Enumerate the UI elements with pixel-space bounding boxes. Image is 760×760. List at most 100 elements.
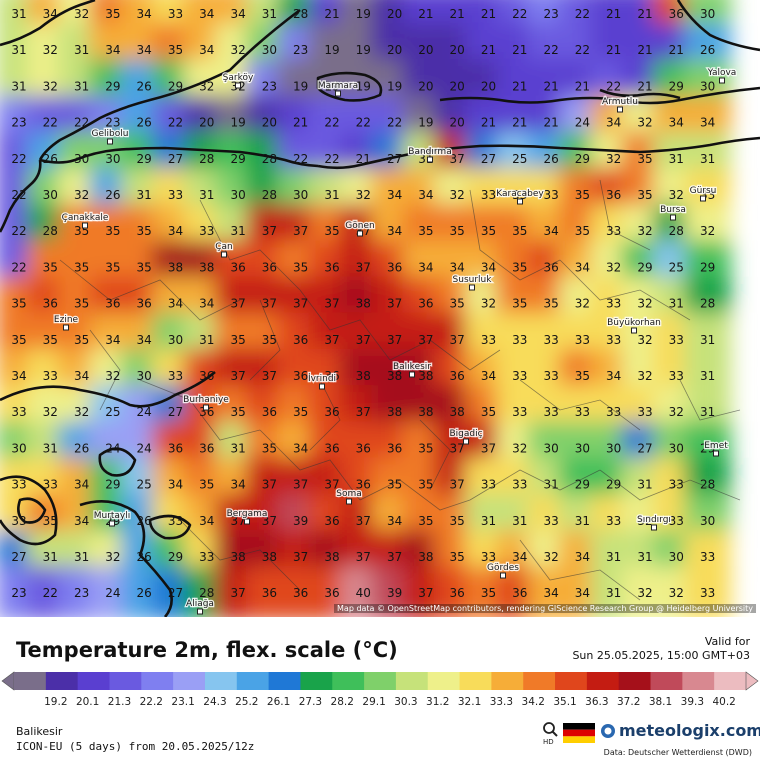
grid-value: 35 — [481, 405, 496, 419]
city-marker — [203, 404, 209, 411]
grid-value: 30 — [543, 441, 558, 455]
grid-value: 37 — [262, 369, 277, 383]
city-label: Bandırma — [408, 147, 451, 157]
grid-value: 21 — [543, 116, 558, 130]
grid-value: 32 — [199, 79, 214, 93]
grid-value: 35 — [262, 441, 277, 455]
grid-value: 28 — [669, 224, 684, 238]
grid-value: 33 — [11, 405, 26, 419]
grid-value: 37 — [387, 297, 402, 311]
grid-value: 21 — [481, 43, 496, 57]
grid-value: 31 — [700, 152, 715, 166]
grid-value: 36 — [324, 369, 339, 383]
grid-value: 33 — [168, 514, 183, 528]
grid-value: 35 — [512, 297, 527, 311]
grid-value: 21 — [637, 43, 652, 57]
grid-value: 33 — [669, 478, 684, 492]
scale-segments — [14, 672, 747, 690]
grid-value: 35 — [418, 514, 433, 528]
grid-value: 34 — [387, 514, 402, 528]
city-label: Çan — [215, 242, 233, 252]
grid-value: 37 — [262, 297, 277, 311]
grid-value: 29 — [575, 152, 590, 166]
city-label: Gönen — [345, 221, 374, 231]
grid-value: 36 — [262, 260, 277, 274]
grid-value: 19 — [324, 43, 339, 57]
grid-value: 37 — [262, 478, 277, 492]
scale-left-arrow — [1, 671, 15, 691]
grid-value: 37 — [450, 441, 465, 455]
grid-value: 34 — [575, 550, 590, 564]
grid-value: 32 — [637, 514, 652, 528]
grid-value: 20 — [199, 116, 214, 130]
grid-value: 32 — [669, 188, 684, 202]
hd-magnifier-icon[interactable]: HD — [541, 721, 559, 745]
grid-value: 33 — [168, 188, 183, 202]
grid-value: 28 — [199, 152, 214, 166]
grid-value: 22 — [43, 116, 58, 130]
scale-segment — [682, 672, 715, 690]
temperature-grid-labels: 31 34 32 35 34 33 34 34 31 28 21 19 20 21 21 21 22 23 22 21… — [11, 7, 715, 600]
grid-value: 19 — [387, 79, 402, 93]
grid-value: 20 — [262, 116, 277, 130]
grid-value: 21 — [637, 7, 652, 21]
grid-value: 21 — [356, 152, 371, 166]
grid-value: 22 — [575, 7, 590, 21]
grid-value: 32 — [637, 369, 652, 383]
grid-value: 32 — [105, 369, 120, 383]
grid-value: 21 — [512, 43, 527, 57]
city-label: Sındırgı — [637, 515, 671, 525]
grid-value: 30 — [11, 441, 26, 455]
grid-value: 31 — [11, 79, 26, 93]
grid-value: 33 — [481, 550, 496, 564]
grid-value: 36 — [137, 297, 152, 311]
city-label: Gelibolu — [92, 129, 129, 139]
grid-value: 35 — [481, 586, 496, 600]
grid-value: 31 — [700, 405, 715, 419]
grid-value: 38 — [230, 550, 245, 564]
scale-segment — [14, 672, 47, 690]
grid-value: 35 — [512, 260, 527, 274]
grid-value: 35 — [74, 297, 89, 311]
grid-value: 32 — [637, 116, 652, 130]
grid-value: 32 — [637, 586, 652, 600]
temperature-map[interactable]: 31 34 32 35 34 33 34 34 31 28 21 19 20 21 21 21 22 23 22 21… — [0, 0, 760, 617]
brand-name: meteologix.com — [619, 721, 760, 740]
grid-value: 33 — [481, 188, 496, 202]
grid-value: 35 — [481, 224, 496, 238]
grid-value: 26 — [137, 586, 152, 600]
grid-value: 36 — [324, 441, 339, 455]
grid-value: 37 — [230, 369, 245, 383]
valid-time: Sun 25.05.2025, 15:00 GMT+03 — [572, 649, 750, 662]
grid-value: 29 — [700, 260, 715, 274]
grid-value: 37 — [230, 586, 245, 600]
grid-value: 35 — [43, 333, 58, 347]
map-attribution[interactable]: Map data © OpenStreetMap contributors, r… — [334, 604, 756, 613]
city-marker — [357, 230, 363, 237]
meteologix-logo[interactable]: meteologix.com — [600, 721, 760, 740]
grid-value: 33 — [168, 369, 183, 383]
grid-value: 31 — [669, 152, 684, 166]
grid-value: 31 — [512, 514, 527, 528]
grid-value: 35 — [105, 7, 120, 21]
grid-value: 24 — [105, 441, 120, 455]
grid-value: 34 — [418, 188, 433, 202]
grid-value: 32 — [512, 441, 527, 455]
grid-value: 27 — [11, 550, 26, 564]
grid-value: 36 — [199, 405, 214, 419]
scale-tick-label: 39.3 — [680, 696, 705, 708]
grid-value: 21 — [606, 43, 621, 57]
grid-value: 26 — [543, 152, 558, 166]
grid-value: 34 — [74, 478, 89, 492]
scale-tick-label: 24.3 — [203, 696, 227, 708]
grid-value: 36 — [606, 188, 621, 202]
valid-for-label: Valid for — [704, 635, 750, 648]
grid-value: 33 — [543, 405, 558, 419]
grid-value: 22 — [387, 116, 402, 130]
grid-value: 19 — [324, 79, 339, 93]
grid-value: 31 — [230, 224, 245, 238]
city-marker — [500, 572, 506, 579]
scale-segment — [141, 672, 174, 690]
grid-value: 28 — [700, 297, 715, 311]
grid-value: 38 — [356, 369, 371, 383]
